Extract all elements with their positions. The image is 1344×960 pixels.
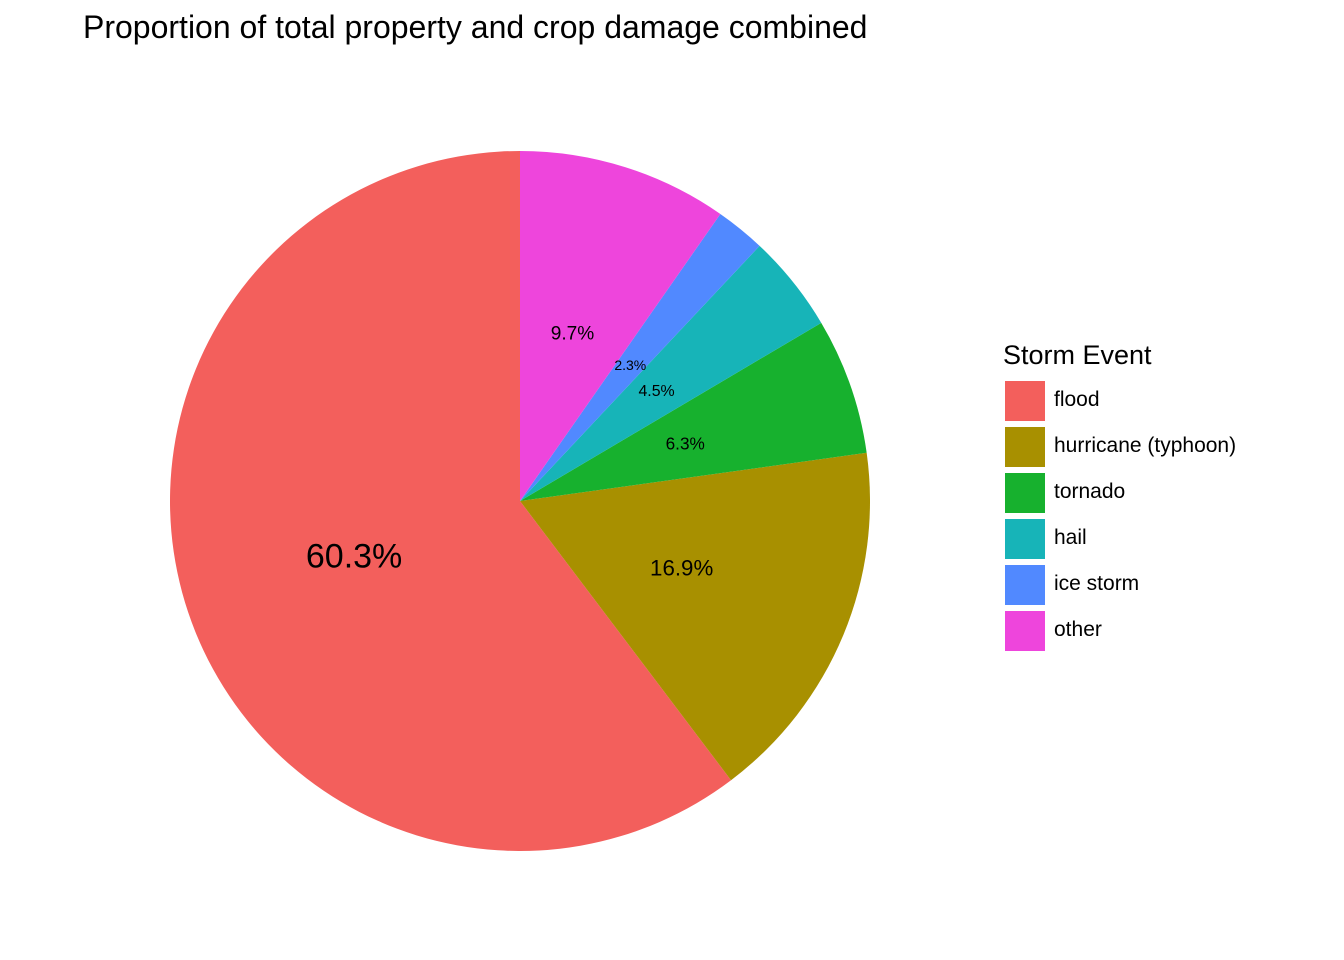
pie-slice-ice-storm [520,214,760,501]
chart-title: Proportion of total property and crop da… [83,9,868,45]
legend-swatch-hail [1004,518,1046,560]
legend-label-flood: flood [1054,388,1100,411]
legend-label-hail: hail [1054,526,1087,549]
legend-item-tornado: tornado [1004,469,1236,515]
pie-slice-other [520,151,721,501]
legend-label-other: other [1054,618,1102,641]
pie-slice-hail [520,245,822,501]
legend-item-other: other [1004,607,1236,653]
legend: Storm Event flood hurricane (typhoon) torn… [1003,340,1236,653]
pie-slice-tornado [520,322,867,501]
pie-label-ice-storm: 2.3% [614,357,646,373]
pie-label-hail: 4.5% [638,383,674,400]
pie-label-hurricane-typhoon: 16.9% [650,555,713,580]
legend-label-hurricane-typhoon: hurricane (typhoon) [1054,434,1237,457]
pie-slices [169,151,870,852]
legend-title: Storm Event [1003,340,1152,370]
legend-label-ice-storm: ice storm [1054,572,1140,595]
legend-swatch-ice-storm [1004,564,1046,606]
legend-swatch-tornado [1004,472,1046,514]
legend-item-ice-storm: ice storm [1004,561,1236,607]
legend-swatch-flood [1004,380,1046,422]
pie-slice-hurricane-typhoon [520,452,870,781]
legend-swatch-hurricane-typhoon [1004,426,1046,468]
legend-swatch-other [1004,610,1046,652]
pie-label-other: 9.7% [551,324,595,345]
legend-item-hail: hail [1004,515,1236,561]
legend-items: flood hurricane (typhoon) tornado hail ice s… [1004,377,1236,653]
pie-label-flood: 60.3% [306,538,402,576]
legend-item-hurricane-typhoon: hurricane (typhoon) [1004,423,1236,469]
legend-label-tornado: tornado [1054,480,1126,503]
pie-label-tornado: 6.3% [666,433,705,453]
pie-slice-flood [169,151,732,852]
pie-slice-labels: 60.3% 16.9% 6.3% 4.5% 2.3% 9.7% [306,324,714,581]
legend-item-flood: flood [1004,377,1236,423]
